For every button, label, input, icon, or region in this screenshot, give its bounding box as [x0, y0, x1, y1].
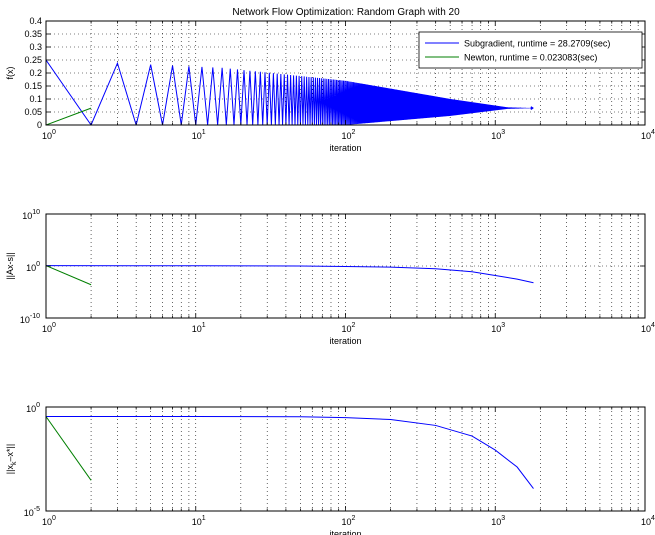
y-axis: 10-10 100 1010: [20, 209, 645, 325]
x-axis-label: iteration: [329, 529, 361, 535]
x-tick-label: 102: [342, 322, 356, 334]
y-tick-label: 100: [26, 261, 40, 273]
y-tick-label: 0.25: [24, 55, 42, 65]
series-subgradient-line: [46, 59, 534, 125]
y-axis: 0 0.05 0.1 0.15 0.2 0.25 0.3 0.35 0.4: [24, 16, 645, 130]
y-tick-label: 0.05: [24, 107, 42, 117]
series-subgradient-line: [46, 265, 534, 284]
series-group: [46, 59, 534, 125]
y-axis: 10-5 100: [24, 402, 645, 518]
x-tick-label: 102: [342, 129, 356, 141]
x-tick-label: 101: [192, 129, 206, 141]
y-tick-label: 0: [37, 120, 42, 130]
series-group: [46, 415, 534, 489]
y-tick-label: 10-5: [24, 506, 40, 518]
y-tick-label: 0.2: [29, 68, 42, 78]
x-axis-label: iteration: [329, 143, 361, 153]
panel-f-of-x: 100 101 102 103 104iteration00.050.10.150.20…: [5, 16, 655, 153]
y-tick-label: 10-10: [20, 313, 40, 325]
y-tick-label: 0.35: [24, 29, 42, 39]
legend-entry: Newton, runtime = 0.023083(sec): [464, 53, 597, 63]
x-axis: 100 101 102 103 104: [42, 214, 655, 334]
grid: [90, 407, 639, 511]
y-axis-label: ||xk–x*||: [5, 444, 18, 474]
x-axis-label: iteration: [329, 336, 361, 346]
x-tick-label: 103: [491, 515, 505, 527]
x-tick-label: 104: [641, 129, 655, 141]
legend-entry: Subgradient, runtime = 28.2709(sec): [464, 39, 610, 49]
x-tick-label: 101: [192, 515, 206, 527]
x-tick-label: 102: [342, 515, 356, 527]
series-newton-line: [46, 265, 92, 286]
x-tick-label: 101: [192, 322, 206, 334]
x-tick-label: 104: [641, 515, 655, 527]
figure-title: Network Flow Optimization: Random Graph …: [232, 7, 460, 18]
series-newton-line: [46, 416, 92, 481]
x-axis: 100 101 102 103 104: [42, 407, 655, 527]
x-tick-label: 103: [491, 322, 505, 334]
y-tick-label: 0.15: [24, 81, 42, 91]
y-tick-label: 1010: [22, 209, 40, 221]
x-tick-label: 103: [491, 129, 505, 141]
series-subgradient-line: [46, 415, 534, 489]
x-tick-label: 100: [42, 129, 56, 141]
grid: [46, 21, 645, 125]
panel-residual-norm: 100 101 102 103 104iteration10-101001010||Ax…: [5, 209, 655, 346]
y-tick-label: 100: [26, 402, 40, 414]
y-axis-label: f(x): [5, 67, 15, 80]
y-tick-label: 0.4: [29, 16, 42, 26]
x-tick-label: 100: [42, 515, 56, 527]
legend: Subgradient, runtime = 28.2709(sec) Newto…: [418, 31, 643, 69]
x-tick-label: 100: [42, 322, 56, 334]
y-tick-label: 0.1: [29, 94, 42, 104]
legend-box: [418, 31, 643, 69]
y-tick-label: 0.3: [29, 42, 42, 52]
series-newton-line: [46, 107, 92, 125]
y-axis-label: ||Ax-s||: [5, 252, 15, 279]
x-tick-label: 104: [641, 322, 655, 334]
series-group: [46, 265, 534, 286]
x-axis: 100 101 102 103 104: [42, 21, 655, 141]
